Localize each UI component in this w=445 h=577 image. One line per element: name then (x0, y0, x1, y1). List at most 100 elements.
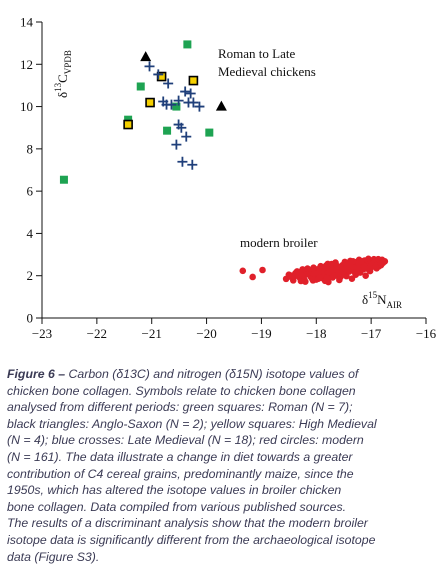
caption-text: Carbon (δ13C) and nitrogen (δ15N) isotop… (65, 367, 359, 381)
square-marker (123, 119, 133, 130)
caption-text: bone collagen. Data compiled from variou… (7, 499, 347, 514)
triangle-marker (215, 100, 227, 111)
annotation: Roman to Late (218, 46, 295, 61)
y-tick-label: 10 (20, 99, 33, 114)
x-tick-label: −23 (32, 326, 52, 341)
square-marker (145, 97, 155, 108)
caption-line: isotope data is significantly different … (7, 532, 443, 549)
circle-marker (372, 263, 379, 271)
caption-line: Figure 6 – Carbon (δ13C) and nitrogen (δ… (7, 366, 443, 383)
caption-text: chicken bone collagen. Symbols relate to… (7, 383, 356, 398)
x-tick-label: −21 (142, 326, 162, 341)
caption-line: bone collagen. Data compiled from variou… (7, 499, 443, 516)
cross-marker (171, 139, 182, 150)
circle-marker (349, 258, 357, 265)
circle-marker (286, 273, 294, 280)
caption-text: analysed from different periods: green s… (7, 400, 353, 415)
cross-marker (144, 61, 155, 72)
x-tick-label: −19 (251, 326, 271, 341)
y-tick-label: 8 (27, 141, 34, 156)
circle-marker (378, 260, 386, 267)
caption-line: chicken bone collagen. Symbols relate to… (7, 383, 443, 400)
circle-marker (309, 277, 317, 284)
cross-marker (161, 99, 172, 110)
y-axis-label: δ13CVPDB (53, 50, 73, 98)
square-marker (183, 40, 192, 49)
caption-line: The results of a discriminant analysis s… (7, 515, 443, 532)
caption-line: 1950s, which has altered the isotope val… (7, 482, 443, 499)
caption-text: (N = 161). The data illustrate a change … (7, 449, 353, 464)
circle-marker (249, 273, 256, 281)
x-tick-label: −20 (196, 326, 216, 341)
y-tick-label: 14 (20, 15, 34, 30)
x-tick-label: −22 (87, 326, 107, 341)
circle-marker (362, 272, 369, 280)
cross-marker (176, 122, 187, 133)
circle-marker (328, 266, 336, 274)
circle-marker (304, 265, 311, 272)
cross-marker (173, 95, 184, 106)
y-tick-label: 6 (27, 184, 34, 199)
x-label-main: N (377, 292, 387, 307)
caption-text: isotope data is significantly different … (7, 532, 376, 547)
x-tick-label: −17 (361, 326, 382, 341)
circle-marker (361, 263, 368, 271)
cross-marker (181, 131, 192, 142)
caption-line: contribution of C4 cereal grains, predom… (7, 466, 443, 483)
circle-marker (316, 274, 323, 281)
caption-text: The results of a discriminant analysis s… (7, 516, 368, 531)
y-tick-label: 4 (27, 226, 34, 241)
y-tick-label: 0 (27, 311, 34, 326)
square-marker (59, 175, 68, 184)
y-tick-label: 12 (20, 57, 33, 72)
cross-marker (188, 97, 199, 108)
caption-text: black triangles: Anglo-Saxon (N = 2); ye… (7, 416, 377, 431)
x-axis-label: δ15NAIR (362, 290, 402, 310)
y-label-sub: VPDB (63, 50, 73, 74)
x-label-sup: 15 (368, 290, 378, 300)
circle-marker (357, 258, 365, 265)
caption-line: analysed from different periods: green s… (7, 399, 443, 416)
triangle-marker (140, 51, 152, 62)
caption: Figure 6 – Carbon (δ13C) and nitrogen (δ… (7, 366, 443, 565)
cross-marker (163, 78, 174, 89)
y-label-pre: δ (55, 92, 70, 98)
cross-marker (180, 86, 191, 97)
y-label-sup: 13 (53, 82, 63, 92)
circle-marker (333, 262, 341, 270)
circle-marker (323, 274, 331, 282)
annotation: Medieval chickens (218, 64, 316, 79)
circle-marker (298, 271, 306, 279)
caption-line: data (Figure S3). (7, 549, 443, 566)
circle-marker (353, 269, 360, 277)
square-marker (188, 75, 199, 86)
circle-marker (322, 263, 329, 271)
square-marker (205, 128, 214, 137)
y-tick-label: 2 (27, 268, 34, 283)
cross-marker (185, 88, 196, 99)
circle-marker (259, 266, 266, 274)
cross-marker (153, 69, 164, 80)
x-tick-label: −18 (306, 326, 326, 341)
cross-marker (187, 159, 198, 170)
caption-text: contribution of C4 cereal grains, predom… (7, 466, 354, 481)
square-marker (124, 115, 133, 124)
circle-marker (342, 265, 349, 273)
square-marker (172, 102, 181, 111)
annotation: modern broiler (240, 235, 318, 250)
cross-marker (194, 101, 205, 112)
caption-label: Figure 6 – (7, 367, 66, 381)
caption-line: black triangles: Anglo-Saxon (N = 2); ye… (7, 416, 443, 433)
caption-text: data (Figure S3). (7, 549, 100, 564)
x-tick-label: −16 (416, 326, 437, 341)
square-marker (163, 126, 172, 135)
y-label-main: C (55, 74, 70, 83)
cross-marker (177, 156, 188, 167)
x-label-pre: δ (362, 292, 368, 307)
x-label-sub: AIR (387, 300, 403, 310)
caption-text: 1950s, which has altered the isotope val… (7, 483, 342, 498)
square-marker (136, 82, 145, 91)
caption-line: (N = 161). The data illustrate a change … (7, 449, 443, 466)
